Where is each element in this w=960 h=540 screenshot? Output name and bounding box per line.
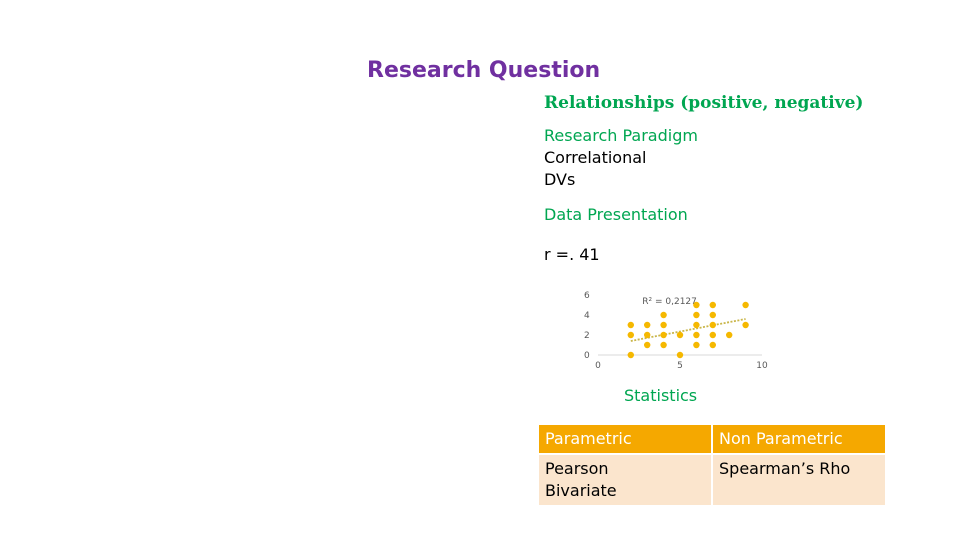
x-tick-labels: 0 5 10 (595, 361, 768, 371)
scatter-point (660, 311, 667, 319)
scatter-point (726, 331, 733, 339)
y-tick-label: 2 (584, 331, 590, 341)
data-presentation-heading: Data Presentation (544, 205, 688, 224)
header-parametric: Parametric (537, 423, 713, 455)
y-tick-label: 6 (584, 291, 590, 301)
y-tick-labels: 0 2 4 6 (584, 291, 590, 361)
table-row: Pearson Bivariate Spearman’s Rho (537, 453, 887, 507)
r-squared-annotation: R² = 0,2127 (642, 297, 697, 307)
paradigm-line-correlational: Correlational (544, 148, 647, 167)
scatter-point (660, 331, 667, 339)
slide-subtitle: Relationships (positive, negative) (544, 93, 864, 113)
cell-non-parametric-tests: Spearman’s Rho (711, 453, 887, 507)
table-header-row: Parametric Non Parametric (537, 423, 887, 455)
cell-line-bivariate: Bivariate (545, 481, 617, 500)
scatter-point (660, 341, 667, 349)
scatter-point (676, 351, 684, 359)
scatter-point (693, 311, 700, 319)
scatter-point (627, 321, 634, 329)
scatter-point (709, 321, 716, 329)
trendline (630, 318, 746, 342)
scatter-point (644, 341, 651, 349)
scatter-point (660, 321, 667, 329)
slide-title: Research Question (367, 58, 601, 83)
paradigm-line-dvs: DVs (544, 170, 576, 189)
x-tick-label: 0 (595, 361, 601, 371)
scatter-point (676, 331, 684, 339)
scatter-point (709, 301, 716, 309)
cell-line-spearman: Spearman’s Rho (719, 459, 851, 478)
cell-parametric-tests: Pearson Bivariate (537, 453, 713, 507)
scatter-point (742, 301, 749, 309)
paradigm-heading: Research Paradigm (544, 126, 698, 145)
scatter-point (693, 341, 700, 349)
scatter-point (693, 321, 700, 329)
scatter-point (742, 321, 749, 329)
x-tick-label: 10 (756, 361, 768, 371)
scatter-point (709, 311, 716, 319)
y-tick-label: 4 (584, 311, 590, 321)
scatter-point (693, 301, 700, 309)
x-tick-label: 5 (677, 361, 683, 371)
statistics-table: Parametric Non Parametric Pearson Bivari… (537, 423, 887, 507)
cell-line-pearson: Pearson (545, 459, 609, 478)
scatter-point (627, 351, 634, 359)
header-non-parametric: Non Parametric (711, 423, 887, 455)
scatter-point (627, 331, 634, 339)
scatter-point (709, 331, 716, 339)
scatter-points (627, 301, 749, 359)
scatter-point (644, 331, 651, 339)
scatter-point (644, 321, 651, 329)
scatter-point (709, 341, 716, 349)
y-tick-label: 0 (584, 351, 590, 361)
r-value: r =. 41 (544, 245, 600, 264)
scatter-chart: R² = 0,2127 0 2 4 6 0 5 10 (584, 291, 768, 371)
scatter-point (693, 331, 700, 339)
statistics-heading: Statistics (624, 386, 698, 405)
